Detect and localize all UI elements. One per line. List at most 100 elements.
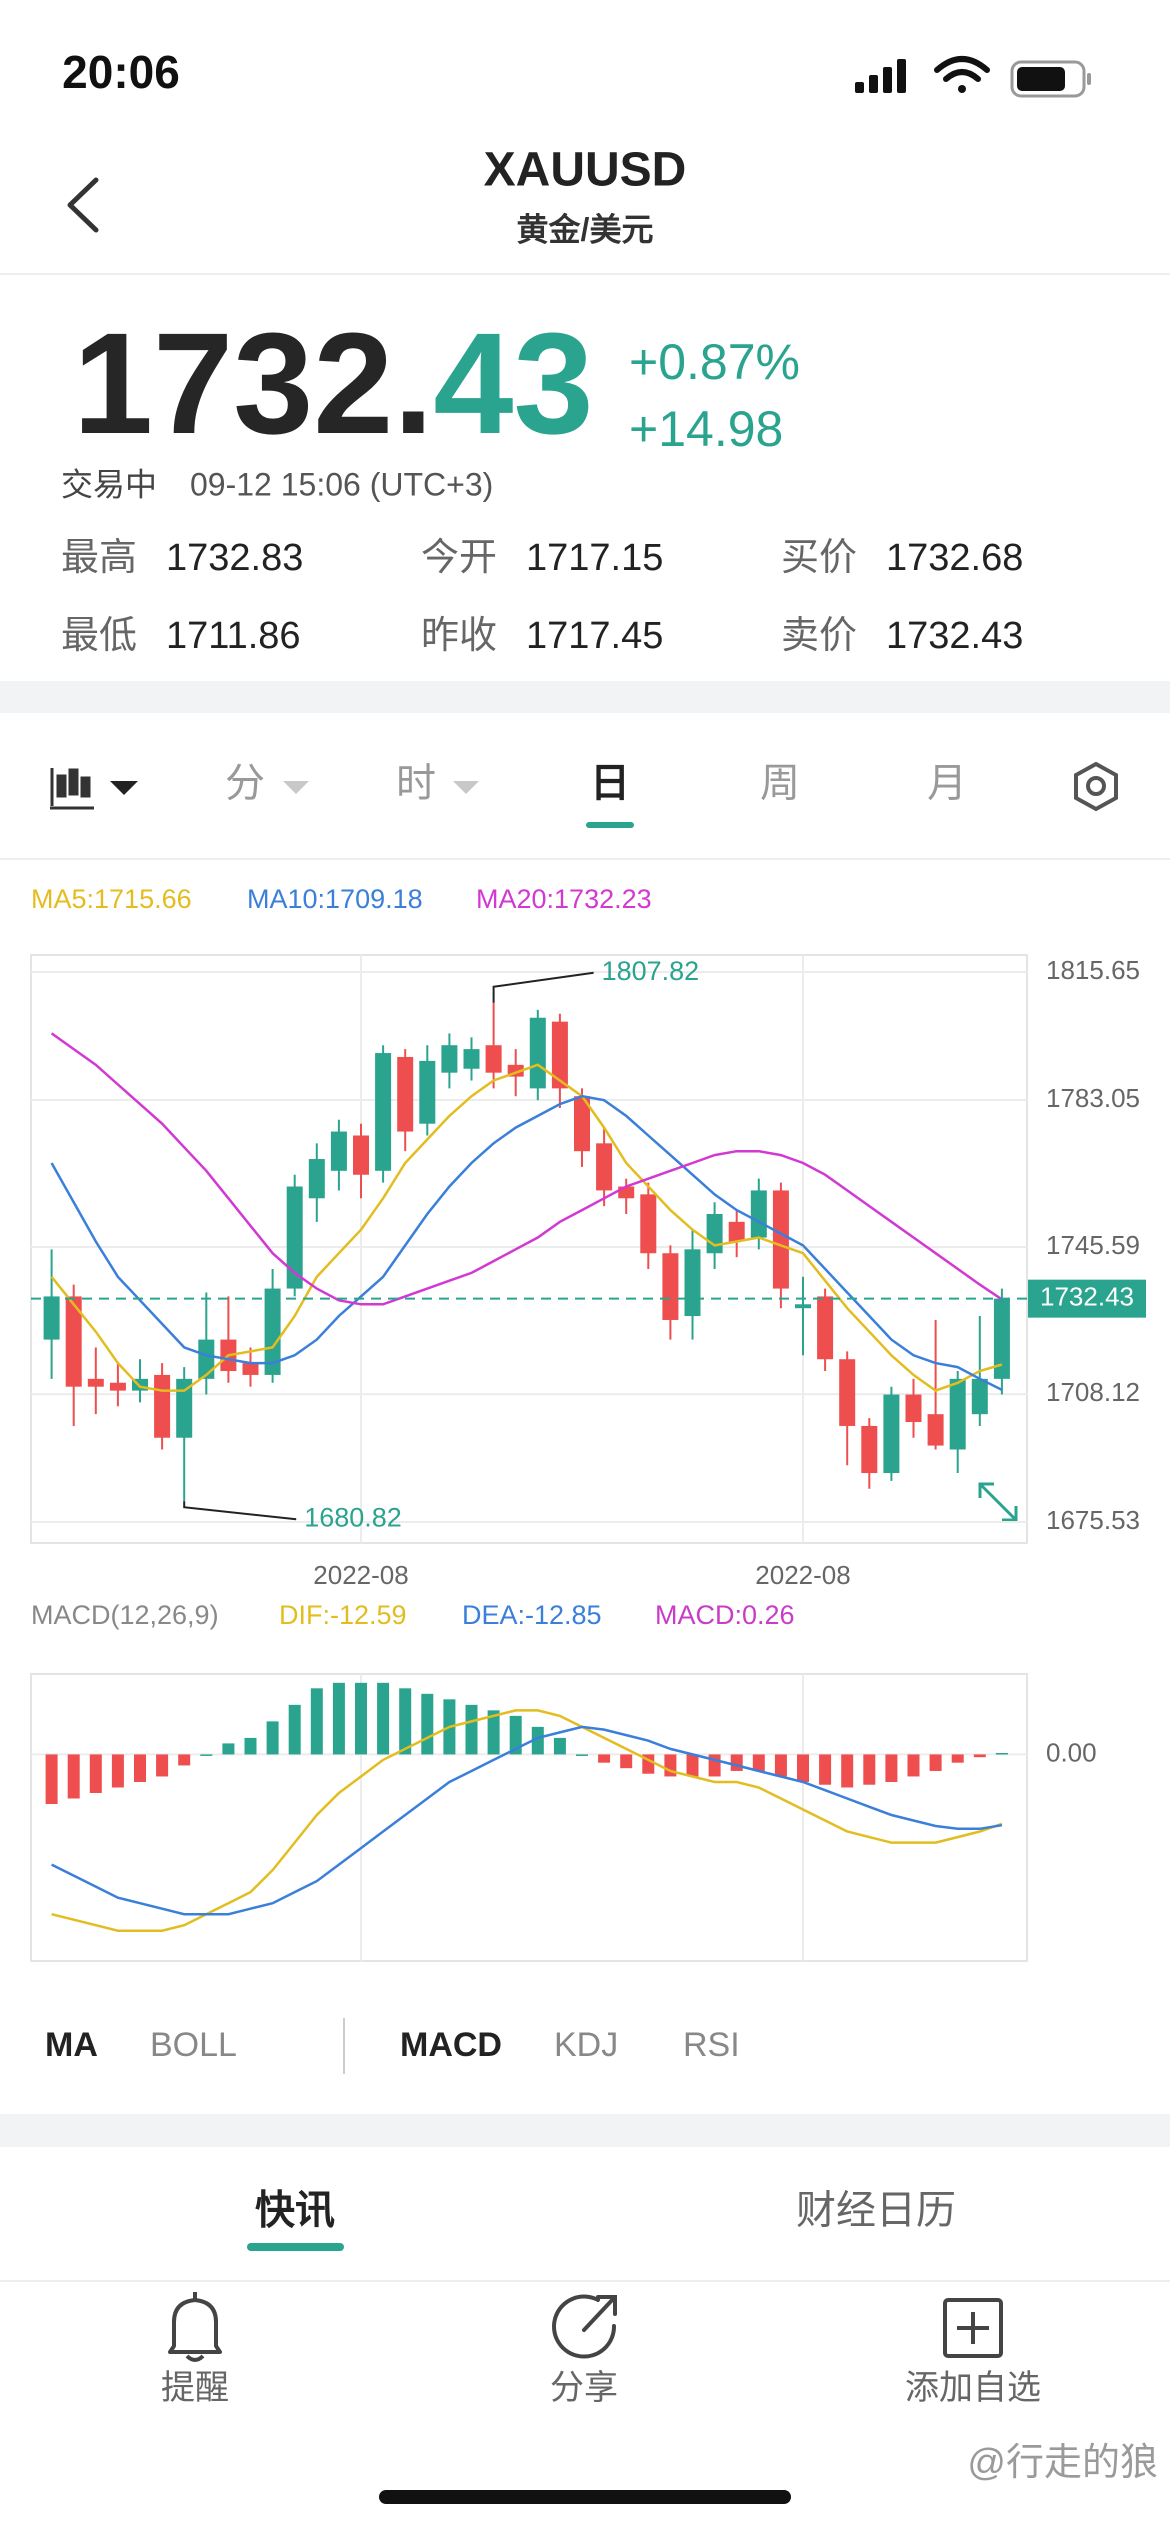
period-tab[interactable]: 时 <box>396 762 436 806</box>
macd-bar <box>310 1688 323 1755</box>
candle-body <box>463 1049 480 1069</box>
macd-bar <box>288 1704 301 1755</box>
candle-body <box>507 1064 524 1077</box>
indicator-tab[interactable]: KDJ <box>554 2026 618 2064</box>
bell-icon[interactable] <box>168 2292 222 2362</box>
current-price-badge <box>1028 1279 1146 1318</box>
indicator-tab[interactable]: MACD <box>400 2026 502 2064</box>
chart-type-button[interactable] <box>50 768 138 810</box>
candle-body <box>529 1017 546 1089</box>
macd-bar <box>995 1752 1008 1755</box>
y-tick-label: 1745.59 <box>1046 1230 1140 1260</box>
indicator-tab[interactable]: MA <box>45 2026 98 2064</box>
macd-bar <box>178 1754 191 1766</box>
macd-bar <box>200 1754 213 1756</box>
macd-bar <box>509 1715 522 1755</box>
candle-body <box>242 1363 259 1375</box>
indicator-line <box>50 1094 1003 1392</box>
macd-bar <box>686 1754 699 1777</box>
macd-bar <box>531 1726 544 1755</box>
dropdown-arrow <box>283 781 309 794</box>
candle-body <box>551 1021 568 1089</box>
y-tick-label: 0.00 <box>1046 1737 1097 1767</box>
candle-body <box>375 1053 392 1171</box>
change-percent: +0.87% <box>629 334 800 390</box>
x-tick-label: 2022-08 <box>755 1560 850 1590</box>
candle-body <box>949 1378 966 1450</box>
macd-bar <box>951 1754 964 1763</box>
legend-item: MA5:1715.66 <box>31 884 192 914</box>
macd-bar <box>355 1682 367 1755</box>
legend-item: MACD:0.26 <box>655 1600 795 1630</box>
expand-button[interactable] <box>978 1482 1018 1522</box>
last-price: 1732.43 <box>73 303 594 464</box>
macd-bar <box>620 1754 633 1769</box>
indicator-tab[interactable]: BOLL <box>150 2026 237 2064</box>
back-button[interactable] <box>67 177 99 233</box>
candle-body <box>728 1221 745 1242</box>
nav-label[interactable]: 分享 <box>550 2369 618 2407</box>
macd-bar <box>553 1737 566 1755</box>
indicator-line <box>50 1032 1003 1306</box>
period-tab[interactable]: 月 <box>927 762 967 806</box>
tab-indicator <box>247 2243 344 2251</box>
annotation-line <box>492 971 594 1003</box>
candle-body <box>308 1159 325 1199</box>
candle-body <box>662 1253 679 1320</box>
macd-bar <box>421 1693 434 1755</box>
candle-body <box>993 1298 1010 1379</box>
add-watchlist-icon[interactable] <box>943 2298 1003 2358</box>
stat-label: 买价 <box>781 537 857 579</box>
wifi-icon <box>934 56 990 93</box>
period-tab[interactable]: 分 <box>225 762 265 806</box>
period-tab[interactable]: 日 <box>590 762 630 806</box>
share-icon[interactable] <box>552 2294 617 2359</box>
news-tab[interactable]: 快讯 <box>255 2189 335 2233</box>
watermark: @行走的狼 <box>967 2442 1158 2484</box>
y-tick-label: 1708.12 <box>1046 1377 1140 1407</box>
macd-bar <box>487 1710 500 1755</box>
price-decimal: 43 <box>433 303 593 464</box>
quote-time: 09-12 15:06 (UTC+3) <box>190 466 493 502</box>
nav-label[interactable]: 添加自选 <box>905 2369 1041 2407</box>
macd-bar <box>774 1754 787 1777</box>
candle-body <box>87 1378 104 1387</box>
tab-indicator <box>586 822 634 828</box>
candle-body <box>640 1194 657 1254</box>
current-price-label: 1732.43 <box>1040 1282 1134 1312</box>
candle-body <box>419 1060 436 1124</box>
candle-body <box>441 1045 458 1073</box>
settings-button[interactable] <box>1074 761 1118 812</box>
candle-body <box>198 1339 215 1379</box>
stat-value: 1711.86 <box>166 615 301 657</box>
macd-bar <box>89 1754 102 1793</box>
macd-bar <box>399 1688 412 1755</box>
low-annotation: 1680.82 <box>304 1502 402 1532</box>
macd-bar <box>973 1754 986 1758</box>
candle-body <box>154 1374 171 1438</box>
candle-body <box>839 1359 856 1426</box>
stat-value: 1732.43 <box>886 615 1023 657</box>
candle-body <box>772 1190 789 1289</box>
candle-body <box>795 1304 811 1309</box>
change: +14.98 <box>629 401 783 457</box>
macd-bar <box>266 1721 279 1755</box>
stat-value: 1732.83 <box>166 537 303 579</box>
legend-item: MA20:1732.23 <box>476 884 652 914</box>
legend-item: DIF:-12.59 <box>279 1600 407 1630</box>
indicator-tab[interactable]: RSI <box>683 2026 740 2064</box>
candle-body <box>353 1135 369 1175</box>
high-annotation: 1807.82 <box>602 956 700 986</box>
candle-body <box>65 1296 82 1387</box>
dropdown-arrow <box>453 781 479 794</box>
candle-body <box>750 1190 767 1238</box>
news-tab[interactable]: 财经日历 <box>796 2189 956 2233</box>
macd-bar <box>863 1754 876 1785</box>
candle-body <box>574 1096 590 1152</box>
candle-body <box>861 1425 878 1474</box>
period-tab[interactable]: 周 <box>760 762 800 806</box>
nav-label[interactable]: 提醒 <box>161 2369 229 2407</box>
macd-bar <box>797 1754 809 1782</box>
stat-value: 1717.45 <box>526 615 663 657</box>
